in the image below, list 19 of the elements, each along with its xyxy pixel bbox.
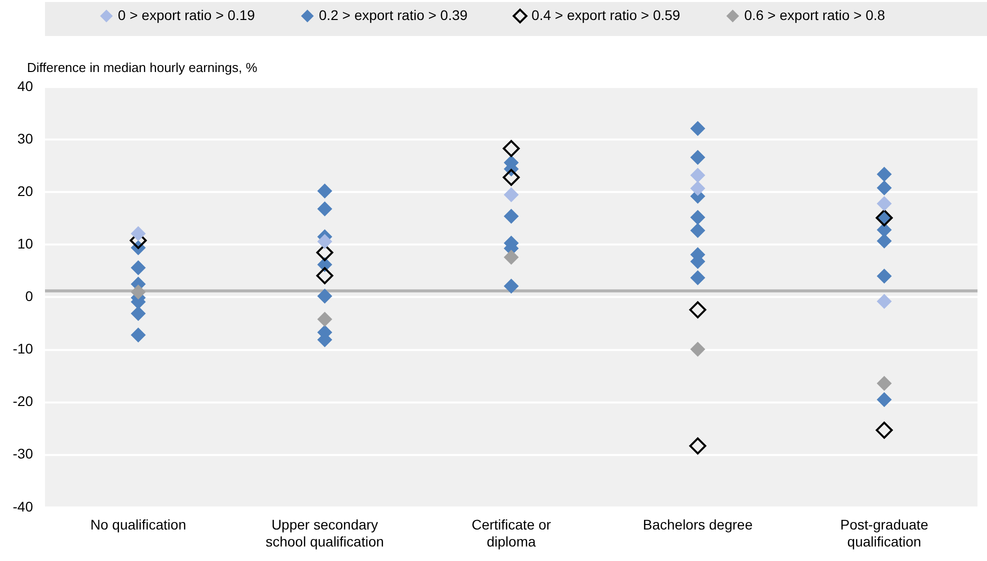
x-tick-label: Bachelors degree xyxy=(642,516,753,533)
text: Difference in median hourly earnings, % xyxy=(27,60,258,75)
legend-label: 0.4 > export ratio > 0.59 xyxy=(532,6,680,23)
y-tick-label: 30 xyxy=(17,130,34,146)
y-tick-label: -40 xyxy=(12,498,34,514)
y-tick-label: -10 xyxy=(12,340,34,357)
x-tick-label: Post-graduate qualification xyxy=(840,516,928,550)
x-tick-label: Certificate or diploma xyxy=(472,516,552,550)
legend-label: 0.2 > export ratio > 0.39 xyxy=(318,6,468,23)
y-tick-label: 10 xyxy=(17,236,34,252)
legend-label: 0 > export ratio > 0.19 xyxy=(118,6,256,23)
y-tick-label: 20 xyxy=(17,182,34,199)
legend-label: 0.6 > export ratio > 0.8 xyxy=(744,6,886,23)
y-tick-label: -20 xyxy=(12,393,34,410)
x-tick-label: Upper secondary school qualification xyxy=(266,516,384,550)
y-tick-label: -30 xyxy=(12,446,34,462)
y-tick-label: 0 xyxy=(25,288,34,304)
x-tick-label: No qualification xyxy=(90,516,186,533)
y-tick-label: 40 xyxy=(17,78,34,94)
